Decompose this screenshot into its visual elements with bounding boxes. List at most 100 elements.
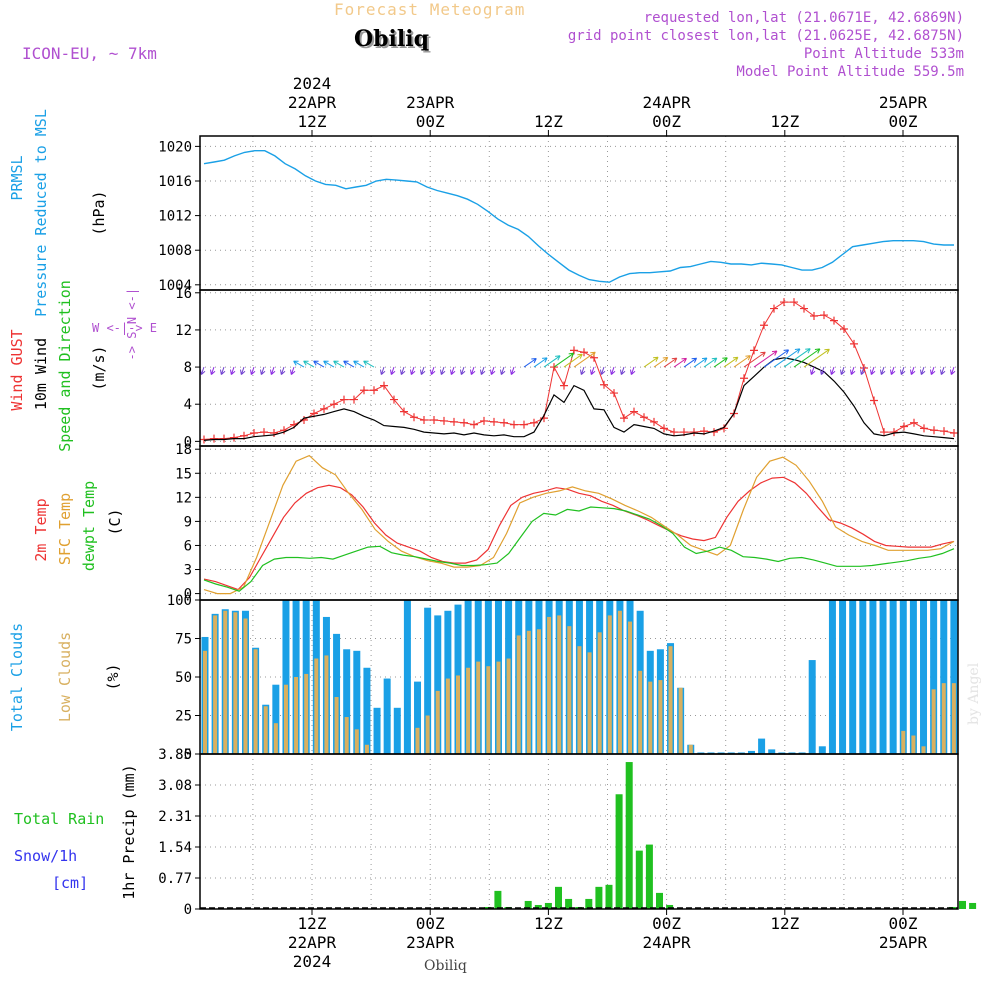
temp-dewpt-line — [203, 506, 955, 592]
low-cloud-bar — [617, 610, 622, 754]
wind-gust-point — [810, 312, 818, 320]
low-cloud-bar — [567, 626, 572, 754]
total-cloud-bar — [373, 707, 381, 754]
pressure-unit: (hPa) — [90, 190, 108, 235]
total-cloud-bar — [717, 752, 725, 754]
total-clouds-label: Total Clouds — [8, 623, 26, 731]
total-cloud-bar — [839, 600, 847, 754]
temp-sfc-line — [203, 454, 955, 595]
wind-direction-arrow — [850, 366, 856, 375]
wind-direction-arrow — [250, 366, 256, 375]
wind-gust-point — [480, 416, 488, 425]
precip-ytick-label: 0.77 — [158, 871, 192, 887]
precip-ytick-label: 0 — [184, 902, 192, 918]
total-cloud-bar — [737, 752, 745, 754]
wind-gust-point — [360, 386, 368, 395]
bottom-time-label: 12Z — [770, 914, 799, 933]
low-cloud-bar — [415, 727, 420, 754]
low-clouds-label: Low Clouds — [56, 632, 74, 722]
wind-direction-arrow — [523, 358, 537, 368]
temp-ytick-label: 6 — [184, 538, 192, 554]
total-cloud-bar — [424, 607, 432, 754]
cloud-ytick-label: 75 — [175, 632, 192, 648]
temp-ytick-label: 3 — [184, 563, 192, 579]
wind-direction-arrow — [480, 366, 486, 375]
wind-direction-arrow — [840, 366, 846, 375]
wind-gust-point — [210, 434, 218, 443]
temp-2m-line — [203, 476, 955, 591]
wind-direction-arrow — [270, 366, 276, 375]
temp-unit: (C) — [106, 508, 124, 535]
wind-direction-arrow — [930, 366, 936, 375]
wind-direction-arrow — [910, 366, 916, 375]
rain-bar — [555, 886, 562, 909]
temp-dewpt-label: dewpt Temp — [80, 481, 98, 571]
bottom-time-label: 23APR — [406, 933, 455, 952]
wind-ytick-label: 4 — [184, 397, 192, 413]
low-cloud-bar — [486, 666, 491, 754]
top-time-label: 00Z — [889, 112, 918, 131]
wind-gust-point — [400, 407, 408, 416]
wind-gust-label: Wind GUST — [8, 329, 26, 410]
total-cloud-bar — [707, 752, 715, 754]
wind-gust-point — [200, 435, 208, 444]
low-cloud-bar — [334, 697, 339, 754]
wind-gust-point — [440, 416, 448, 425]
low-cloud-bar — [354, 729, 359, 754]
snow-unit: [cm] — [52, 874, 88, 892]
wind-gust-point — [820, 311, 828, 320]
wind-10m-label: 10m Wind — [32, 338, 50, 410]
wind-gust-point — [890, 428, 898, 437]
wind-direction-arrow — [900, 366, 906, 375]
total-cloud-bar — [272, 684, 280, 754]
wind-direction-arrow — [693, 357, 708, 368]
rain-bar — [585, 898, 593, 909]
wind-direction-arrow — [573, 351, 596, 368]
wind-direction-arrow — [390, 366, 396, 375]
rain-bar — [656, 892, 663, 909]
wind-direction-arrow — [563, 353, 583, 368]
wind-ytick-label: 12 — [175, 323, 192, 339]
total-rain-label: Total Rain — [14, 810, 104, 828]
total-cloud-bar — [828, 600, 836, 754]
wind-gust-point — [410, 413, 418, 422]
cloud-ytick-label: 100 — [167, 593, 192, 609]
wind-direction-arrow — [590, 366, 596, 375]
wind-gust-point — [380, 381, 388, 390]
wind-gust-line — [203, 301, 955, 440]
wind-ytick-label: 0 — [184, 434, 192, 450]
wind-direction-arrow — [803, 348, 830, 368]
wind-gust-point — [940, 427, 948, 436]
pressure-label-prmsl: PRMSL — [8, 155, 26, 200]
rain-bar — [524, 900, 532, 909]
temp-sfc-label: SFC Temp — [56, 493, 74, 565]
cloud-ytick-label: 25 — [175, 709, 192, 725]
total-cloud-bar — [697, 752, 705, 754]
wind-gust-point — [780, 298, 788, 307]
low-cloud-bar — [506, 658, 511, 754]
wind-direction-arrow — [620, 366, 626, 375]
wind-direction-arrow — [810, 366, 816, 375]
rain-bar — [625, 762, 633, 909]
total-cloud-bar — [869, 600, 877, 754]
wind-gust-point — [870, 396, 878, 405]
wind-direction-arrow — [353, 360, 365, 368]
wind-gust-point — [830, 316, 838, 325]
wind-gust-point — [690, 428, 698, 437]
precip-ytick-label: 1.54 — [158, 840, 192, 856]
top-time-label: 12Z — [298, 112, 327, 131]
total-cloud-bar — [768, 749, 776, 754]
wind-ytick-label: 16 — [175, 286, 192, 302]
rain-bar — [544, 902, 552, 909]
wind-direction-arrow — [380, 366, 386, 375]
wind-gust-point — [350, 395, 358, 404]
low-cloud-bar — [456, 675, 460, 754]
wind-gust-point — [420, 416, 428, 424]
wind-gust-point — [910, 418, 918, 427]
temp-ytick-label: 9 — [184, 514, 192, 530]
low-cloud-bar — [951, 683, 956, 754]
wind-direction-arrow — [313, 360, 325, 368]
total-cloud-bar — [899, 600, 907, 754]
wind-gust-point — [510, 420, 518, 429]
wind-direction-arrow — [290, 366, 296, 375]
